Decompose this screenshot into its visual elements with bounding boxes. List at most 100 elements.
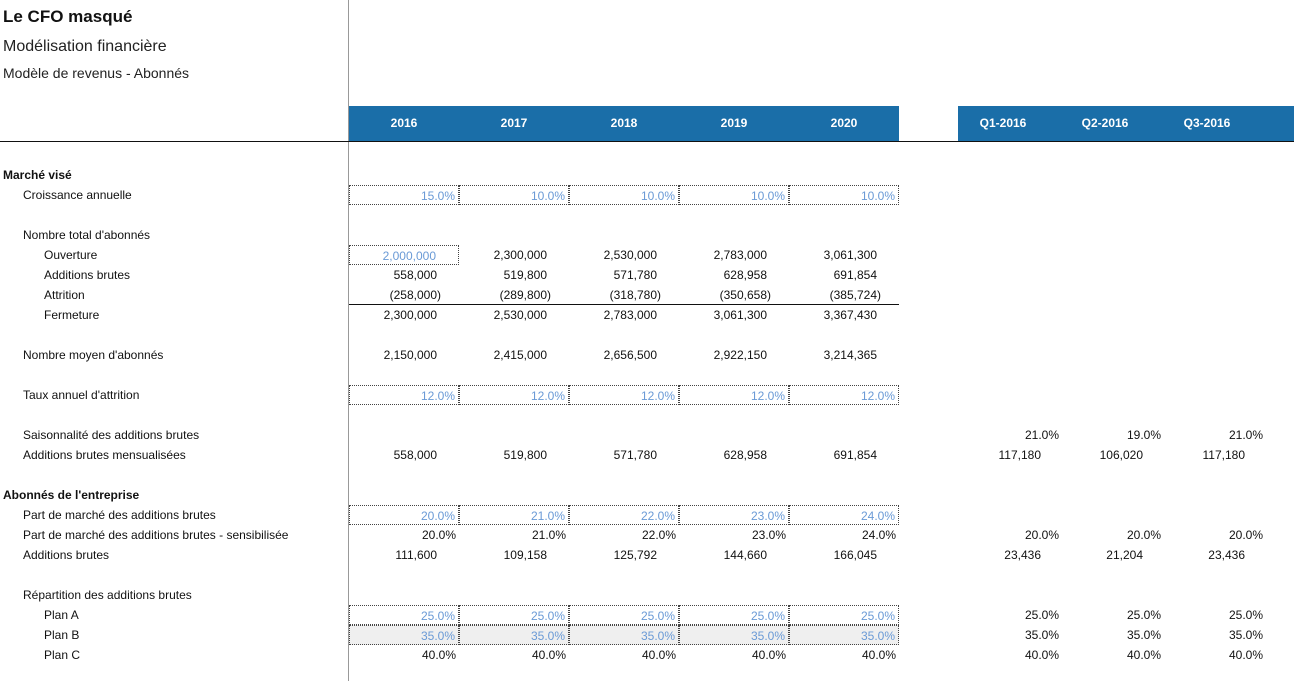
quarter-cell: 25.0%	[1024, 608, 1059, 622]
value-cell: 2,300,000	[493, 248, 547, 262]
row-label: Additions brutes mensualisées	[23, 448, 186, 462]
input-cell: 10.0%	[459, 185, 569, 205]
value-cell: 2,783,000	[713, 248, 767, 262]
input-cell: 25.0%	[679, 605, 789, 625]
quarter-cell: 20.0%	[1126, 528, 1161, 542]
value-cell: (318,780)	[569, 285, 679, 305]
input-cell: 20.0%	[349, 505, 459, 525]
row-label: Nombre moyen d'abonnés	[23, 348, 164, 362]
row-label: Nombre total d'abonnés	[23, 228, 151, 242]
input-cell: 12.0%	[349, 385, 459, 405]
value-cell: 144,660	[723, 548, 767, 562]
input-cell: 22.0%	[569, 505, 679, 525]
year-header: 2016	[390, 116, 418, 130]
quarter-cell: 21.0%	[1228, 428, 1263, 442]
quarter-cell: 20.0%	[1228, 528, 1263, 542]
year-header: 2020	[830, 116, 858, 130]
year-header: 2017	[500, 116, 528, 130]
quarter-header: Q2-2016	[1081, 116, 1129, 130]
input-cell: 21.0%	[459, 505, 569, 525]
row-label: Saisonnalité des additions brutes	[23, 428, 200, 442]
subtitle: Modélisation financière	[3, 38, 167, 55]
value-cell: 571,780	[613, 268, 657, 282]
year-header-band	[349, 106, 899, 141]
title: Le CFO masqué	[3, 7, 133, 26]
quarter-cell: 117,180	[998, 448, 1042, 462]
row-label: Répartition des additions brutes	[23, 588, 192, 602]
quarter-header-band	[958, 106, 1294, 141]
input-cell: 25.0%	[789, 605, 899, 625]
input-cell: 23.0%	[679, 505, 789, 525]
quarter-cell: 106,020	[1099, 448, 1143, 462]
section-label: Abonnés de l'entreprise	[3, 488, 140, 502]
quarter-cell: 40.0%	[1126, 648, 1161, 662]
value-cell: 691,854	[833, 448, 877, 462]
input-cell: 12.0%	[789, 385, 899, 405]
value-cell: (350,658)	[679, 285, 789, 305]
row-label: Ouverture	[44, 248, 98, 262]
value-cell: 2,300,000	[383, 308, 437, 322]
row-label: Plan B	[44, 628, 80, 642]
quarter-cell: 40.0%	[1024, 648, 1059, 662]
quarter-cell: 23,436	[1004, 548, 1041, 562]
input-cell: 35.0%	[569, 625, 679, 645]
quarter-header: Q1-2016	[979, 116, 1027, 130]
input-cell: 25.0%	[349, 605, 459, 625]
input-cell: 35.0%	[789, 625, 899, 645]
value-cell: 3,367,430	[823, 308, 877, 322]
input-cell: 35.0%	[679, 625, 789, 645]
input-cell: 12.0%	[459, 385, 569, 405]
value-cell: 40.0%	[421, 648, 456, 662]
value-cell: 22.0%	[641, 528, 676, 542]
value-cell: (385,724)	[789, 285, 899, 305]
input-cell: 25.0%	[569, 605, 679, 625]
value-cell: 109,158	[503, 548, 547, 562]
value-cell: 628,958	[723, 268, 767, 282]
value-cell: 2,656,500	[603, 348, 657, 362]
row-label: Plan A	[44, 608, 79, 622]
quarter-cell: 20.0%	[1024, 528, 1059, 542]
row-label: Fermeture	[44, 308, 100, 322]
value-cell: 21.0%	[531, 528, 566, 542]
value-cell: 40.0%	[861, 648, 896, 662]
row-label: Taux annuel d'attrition	[23, 388, 140, 402]
value-cell: 20.0%	[421, 528, 456, 542]
input-cell: 24.0%	[789, 505, 899, 525]
row-label: Attrition	[44, 288, 85, 302]
quarter-cell: 21.0%	[1024, 428, 1059, 442]
row-label: Plan C	[44, 648, 81, 662]
row-label: Additions brutes	[23, 548, 110, 562]
input-cell: 35.0%	[459, 625, 569, 645]
value-cell: 2,530,000	[493, 308, 547, 322]
quarter-header: Q3-2016	[1183, 116, 1231, 130]
input-cell: 10.0%	[679, 185, 789, 205]
row-label: Additions brutes	[44, 268, 131, 282]
quarter-cell: 117,180	[1202, 448, 1246, 462]
input-cell: 12.0%	[679, 385, 789, 405]
value-cell: 2,783,000	[603, 308, 657, 322]
value-cell: 23.0%	[751, 528, 786, 542]
quarter-cell: 25.0%	[1126, 608, 1161, 622]
value-cell: 519,800	[503, 448, 547, 462]
value-cell: 3,214,365	[823, 348, 877, 362]
value-cell: 628,958	[723, 448, 767, 462]
input-cell: 35.0%	[349, 625, 459, 645]
quarter-cell: 23,436	[1208, 548, 1245, 562]
quarter-cell: 40.0%	[1228, 648, 1263, 662]
value-cell: 111,600	[395, 548, 437, 562]
value-cell: 519,800	[503, 268, 547, 282]
value-cell: 2,922,150	[713, 348, 767, 362]
value-cell: 40.0%	[531, 648, 566, 662]
input-cell: 15.0%	[349, 185, 459, 205]
input-cell: 10.0%	[569, 185, 679, 205]
value-cell: 558,000	[393, 268, 437, 282]
row-label: Croissance annuelle	[23, 188, 132, 202]
value-cell: 558,000	[393, 448, 437, 462]
quarter-cell: 25.0%	[1228, 608, 1263, 622]
value-cell: 2,415,000	[493, 348, 547, 362]
value-cell: (258,000)	[349, 285, 459, 305]
model-name: Modèle de revenus - Abonnés	[3, 65, 190, 81]
value-cell: 24.0%	[861, 528, 896, 542]
input-cell: 2,000,000	[349, 245, 459, 265]
value-cell: 3,061,300	[713, 308, 767, 322]
